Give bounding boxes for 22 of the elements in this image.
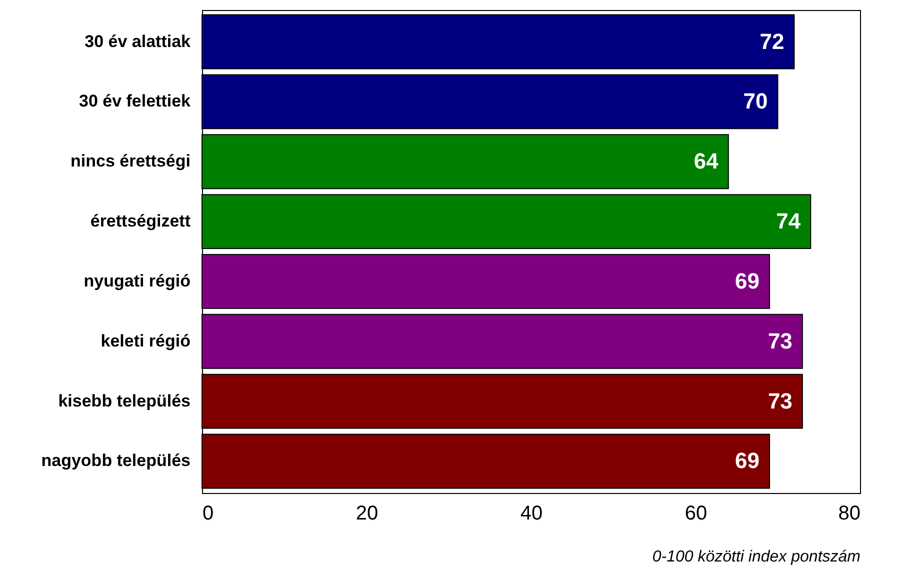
y-tick-label: nyugati régió	[84, 271, 190, 290]
y-tick-label: 30 év felettiek	[78, 92, 192, 111]
y-tick-label: kisebb település	[58, 391, 190, 410]
data-label: 64	[694, 148, 720, 174]
y-tick-label: nincs érettségi	[70, 152, 190, 171]
y-tick-label: keleti régió	[100, 331, 190, 350]
x-tick-label: 20	[356, 502, 378, 524]
y-tick-label: érettségizett	[90, 212, 191, 231]
y-tick-label: 30 év alattiak	[84, 32, 192, 51]
x-tick-label: 0	[202, 502, 214, 524]
data-label: 72	[760, 28, 784, 54]
y-tick-label: nagyobb település	[41, 451, 190, 470]
data-label: 74	[776, 208, 802, 234]
x-axis-title: 0-100 közötti index pontszám	[652, 548, 860, 566]
x-tick-label: 40	[520, 502, 543, 524]
data-label: 73	[768, 388, 792, 414]
data-label: 70	[743, 88, 768, 114]
data-label: 73	[768, 328, 792, 354]
data-label: 69	[735, 448, 760, 474]
x-tick-label: 80	[838, 502, 860, 524]
data-label: 69	[735, 268, 760, 294]
x-tick-label: 60	[684, 502, 708, 524]
